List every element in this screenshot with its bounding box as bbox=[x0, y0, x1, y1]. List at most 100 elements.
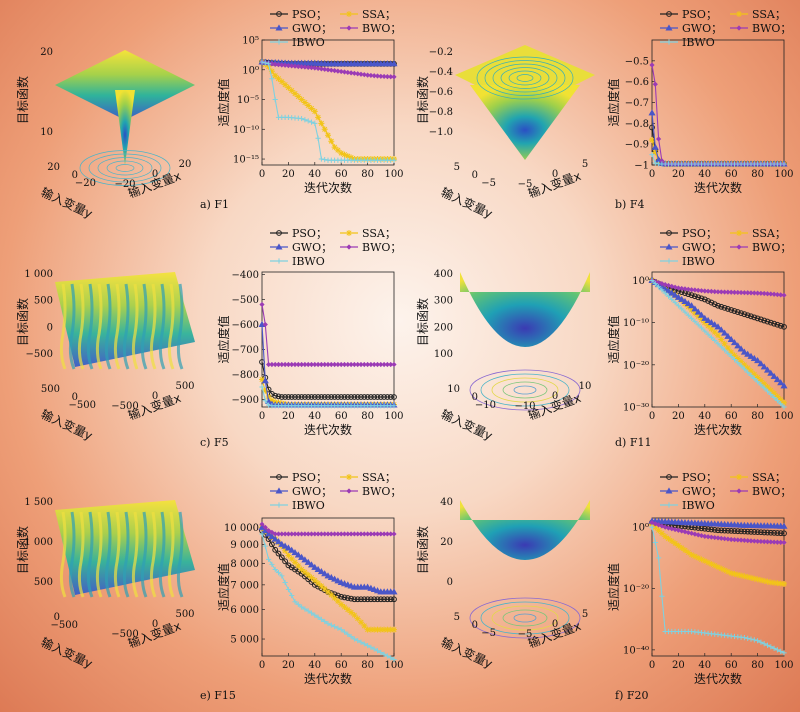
point-ssa bbox=[361, 622, 368, 629]
point-ssa bbox=[387, 626, 394, 633]
point-ssa bbox=[341, 151, 348, 158]
point-bwo bbox=[682, 286, 688, 292]
point-bwo bbox=[275, 361, 282, 368]
point-bwo bbox=[269, 61, 275, 67]
point-bwo bbox=[698, 288, 705, 294]
point-ibwo bbox=[675, 303, 681, 309]
point-bwo bbox=[764, 539, 771, 545]
point-pso bbox=[377, 394, 384, 400]
y-tick-label: −0.5 bbox=[625, 56, 649, 67]
point-ssa bbox=[295, 93, 302, 100]
point-ibwo bbox=[649, 524, 655, 530]
point-pso bbox=[741, 528, 748, 535]
point-ssa bbox=[731, 570, 738, 577]
panel-caption: b) F4 bbox=[615, 198, 644, 211]
point-bwo bbox=[741, 537, 747, 543]
point-pso bbox=[705, 298, 711, 304]
point-ssa bbox=[705, 559, 712, 566]
point-ssa bbox=[764, 383, 771, 390]
point-pso bbox=[338, 394, 345, 400]
point-gwo bbox=[281, 542, 289, 549]
point-ibwo bbox=[679, 306, 685, 312]
point-pso bbox=[302, 394, 308, 400]
legend-label-ssa: SSA； bbox=[752, 471, 786, 484]
point-ssa bbox=[665, 535, 672, 542]
point-ssa bbox=[691, 310, 698, 317]
point-pso bbox=[377, 596, 384, 603]
point-ibwo bbox=[656, 555, 662, 561]
point-ssa bbox=[688, 551, 695, 558]
point-pso bbox=[391, 596, 397, 603]
point-ibwo bbox=[312, 612, 318, 618]
point-gwo bbox=[651, 143, 659, 150]
point-gwo bbox=[261, 377, 269, 384]
point-bwo bbox=[695, 287, 701, 293]
point-ssa bbox=[305, 102, 312, 109]
point-gwo bbox=[688, 302, 696, 309]
point-gwo bbox=[724, 332, 732, 339]
point-ibwo bbox=[761, 641, 767, 647]
point-ssa bbox=[721, 340, 728, 347]
x-tick-label: 100 bbox=[774, 660, 793, 671]
point-bwo bbox=[672, 526, 678, 533]
y-tick-label: −0.8 bbox=[625, 119, 649, 130]
point-ssa bbox=[705, 322, 712, 329]
convergence-chart-6: 0 20 40 60 80 100 10⁰ 10⁻²⁰ 10⁻⁴⁰ 迭代次数 适应度值 PSO； SSA… bbox=[606, 471, 794, 702]
point-bwo bbox=[731, 289, 738, 295]
point-pso bbox=[344, 394, 351, 400]
point-ssa bbox=[328, 138, 335, 145]
x-tick-label: 0 bbox=[259, 169, 265, 180]
point-bwo bbox=[312, 361, 318, 368]
point-gwo bbox=[730, 339, 739, 346]
panel-caption: c) F5 bbox=[200, 436, 229, 449]
legend-label-ibwo: IBWO bbox=[682, 255, 715, 268]
point-ssa bbox=[328, 591, 335, 598]
point-ibwo bbox=[741, 366, 747, 372]
point-bwo bbox=[322, 66, 328, 72]
point-pso bbox=[328, 394, 335, 400]
point-ssa bbox=[278, 78, 285, 85]
point-bwo bbox=[299, 531, 305, 537]
point-bwo bbox=[325, 361, 331, 368]
point-gwo bbox=[268, 532, 276, 539]
point-ssa bbox=[685, 303, 692, 310]
y-tick-label: 10⁻¹⁰ bbox=[233, 125, 259, 136]
point-ssa bbox=[298, 566, 305, 573]
point-bwo bbox=[778, 539, 784, 545]
plot-frame bbox=[651, 517, 785, 657]
point-bwo bbox=[341, 361, 348, 368]
surface-y-tick: −500 bbox=[51, 620, 78, 631]
point-bwo bbox=[269, 361, 275, 368]
point-pso bbox=[781, 530, 787, 537]
surface-y-label: 输入变量y bbox=[39, 184, 95, 221]
point-ibwo bbox=[262, 60, 268, 66]
surface-z-tick: −0.2 bbox=[429, 47, 453, 58]
point-gwo bbox=[721, 329, 729, 336]
point-ibwo bbox=[702, 328, 708, 334]
point-bwo bbox=[328, 361, 334, 368]
point-bwo bbox=[289, 63, 295, 69]
point-ssa bbox=[367, 626, 374, 633]
point-ssa bbox=[652, 524, 659, 531]
point-bwo bbox=[332, 68, 338, 74]
y-tick-label: −900 bbox=[232, 395, 259, 406]
point-ssa bbox=[751, 575, 758, 582]
legend: PSO； SSA； GWO； BWO； IBWO bbox=[660, 471, 791, 512]
point-gwo bbox=[284, 544, 292, 551]
point-bwo bbox=[285, 62, 291, 69]
point-bwo bbox=[768, 539, 774, 545]
point-bwo bbox=[318, 531, 324, 537]
surface-z-tick: 0 bbox=[47, 322, 53, 333]
point-bwo bbox=[715, 535, 721, 541]
point-bwo bbox=[348, 70, 354, 76]
surface-z-tick: 1 000 bbox=[24, 269, 53, 280]
point-ibwo bbox=[275, 570, 282, 576]
point-bwo bbox=[652, 521, 658, 527]
point-ibwo bbox=[725, 350, 731, 356]
series-group bbox=[258, 58, 398, 163]
surface-z-tick: 1 500 bbox=[24, 497, 53, 508]
point-pso bbox=[708, 299, 715, 306]
surface-z-tick: −0.6 bbox=[429, 87, 453, 98]
